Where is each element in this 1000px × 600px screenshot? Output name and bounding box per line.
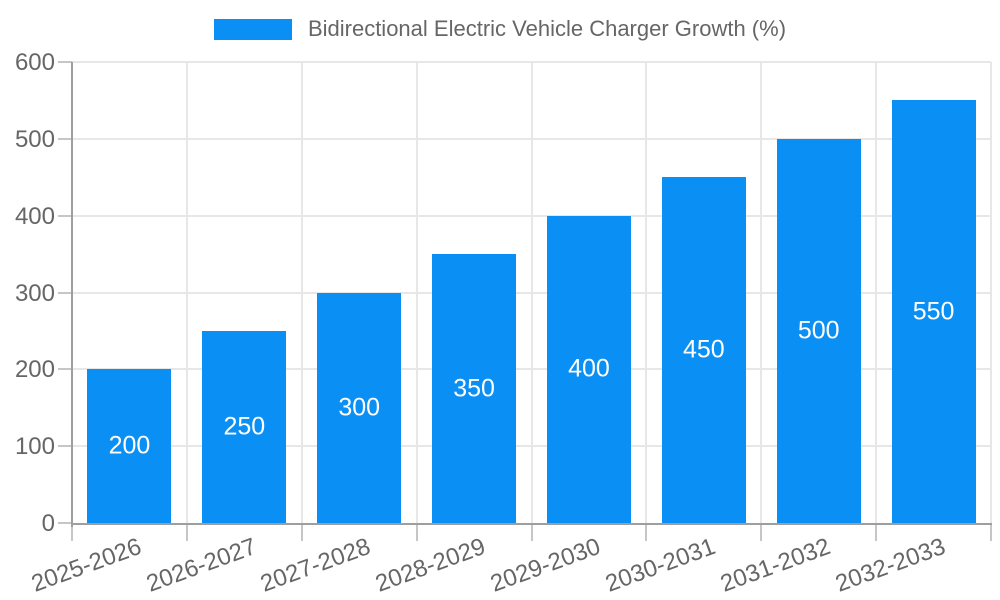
y-axis-tick xyxy=(58,291,72,294)
bar[interactable] xyxy=(891,100,976,523)
gridline-vertical xyxy=(990,62,992,523)
bar-value-label: 400 xyxy=(568,354,610,383)
gridline-vertical xyxy=(645,62,648,523)
x-axis-tick xyxy=(300,525,303,541)
y-axis-tick xyxy=(58,214,72,217)
x-axis-tick xyxy=(415,525,418,541)
x-axis-tick xyxy=(71,525,73,541)
x-axis-tick xyxy=(645,525,648,541)
y-axis-tick xyxy=(58,445,72,448)
x-axis-tick-label: 2030-2031 xyxy=(601,533,720,598)
x-axis-tick xyxy=(760,525,763,541)
gridline-vertical xyxy=(760,62,763,523)
y-axis-tick xyxy=(58,368,72,371)
gridline-vertical xyxy=(530,62,533,523)
bar[interactable] xyxy=(546,215,631,523)
x-axis-tick-label: 2031-2032 xyxy=(716,533,834,598)
bar-value-label: 500 xyxy=(797,316,840,345)
legend-item[interactable]: Bidirectional Electric Vehicle Charger G… xyxy=(213,16,787,42)
bar-value-label: 550 xyxy=(912,297,955,326)
y-axis-line xyxy=(71,62,73,527)
x-axis-tick xyxy=(530,525,533,541)
bar-value-label: 450 xyxy=(682,335,725,364)
gridline-vertical xyxy=(875,62,878,523)
y-axis-tick-label: 0 xyxy=(41,510,55,537)
x-axis-tick xyxy=(875,525,878,541)
y-axis-tick xyxy=(58,137,72,140)
bar[interactable] xyxy=(661,177,746,523)
x-axis-tick xyxy=(185,525,188,541)
x-axis-tick-label: 2032-2033 xyxy=(831,533,949,598)
bar[interactable] xyxy=(202,330,287,523)
y-axis-tick-label: 200 xyxy=(14,356,55,384)
bar-value-label: 300 xyxy=(338,393,381,422)
legend-label: Bidirectional Electric Vehicle Charger G… xyxy=(307,16,787,41)
y-axis-tick xyxy=(58,522,72,524)
gridline-vertical xyxy=(415,62,418,523)
bar-value-label: 200 xyxy=(108,431,151,460)
x-axis-tick-label: 2025-2026 xyxy=(27,533,145,598)
x-axis-tick-label: 2027-2028 xyxy=(257,533,375,598)
legend-swatch xyxy=(213,18,292,40)
y-axis-tick-label: 100 xyxy=(14,433,55,461)
bar[interactable] xyxy=(317,292,402,523)
x-axis-tick-label: 2028-2029 xyxy=(372,533,490,598)
x-axis-tick-label: 2029-2030 xyxy=(487,533,605,598)
x-axis-tick xyxy=(990,525,992,541)
x-axis-line xyxy=(71,523,992,525)
gridline-vertical xyxy=(300,62,303,523)
bar[interactable] xyxy=(776,138,861,523)
y-axis-tick-label: 300 xyxy=(14,279,55,307)
y-axis-tick xyxy=(58,61,72,63)
y-axis-tick-label: 400 xyxy=(14,202,55,230)
y-axis-tick-label: 500 xyxy=(14,125,55,153)
y-axis-tick-label: 600 xyxy=(14,49,55,76)
bar[interactable] xyxy=(87,369,172,523)
legend: Bidirectional Electric Vehicle Charger G… xyxy=(0,16,1000,42)
bar[interactable] xyxy=(432,254,517,523)
bar-value-label: 250 xyxy=(223,412,266,441)
gridline-vertical xyxy=(185,62,188,523)
x-axis-tick-label: 2026-2027 xyxy=(142,533,260,598)
bar-value-label: 350 xyxy=(453,374,495,403)
